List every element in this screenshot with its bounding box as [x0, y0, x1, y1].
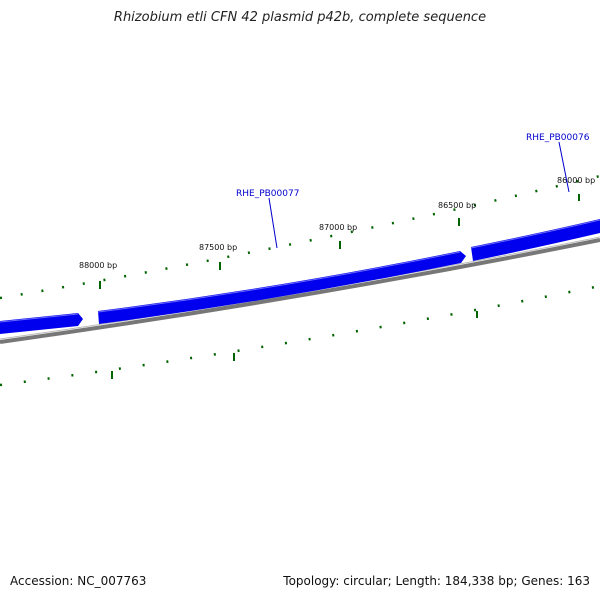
tick-label: 86000 bp: [557, 176, 595, 185]
gene-label[interactable]: RHE_PB00076: [526, 133, 590, 143]
accession-text: Accession: NC_007763: [10, 574, 147, 588]
tick-label: 87000 bp: [319, 223, 357, 232]
inner-tick-ring: [0, 284, 600, 387]
gene-arrow[interactable]: [0, 313, 83, 334]
tick-label: 86500 bp: [438, 201, 476, 210]
gene-leader-line: [558, 141, 570, 193]
tick-label: 87500 bp: [199, 243, 237, 252]
map-title: Rhizobium etli CFN 42 plasmid p42b, comp…: [113, 10, 487, 25]
gene-leader-line: [268, 197, 278, 249]
outer-tick-ring: [0, 174, 600, 300]
gene-bevel: [470, 219, 600, 249]
tick-label: 88000 bp: [79, 261, 117, 270]
gene-bevel: [97, 251, 461, 313]
gene-label[interactable]: RHE_PB00077: [236, 189, 299, 199]
backbone: [0, 238, 600, 344]
gene-arrow[interactable]: [471, 219, 600, 261]
summary-text: Topology: circular; Length: 184,338 bp; …: [283, 574, 590, 588]
gene-bevel: [0, 313, 79, 323]
